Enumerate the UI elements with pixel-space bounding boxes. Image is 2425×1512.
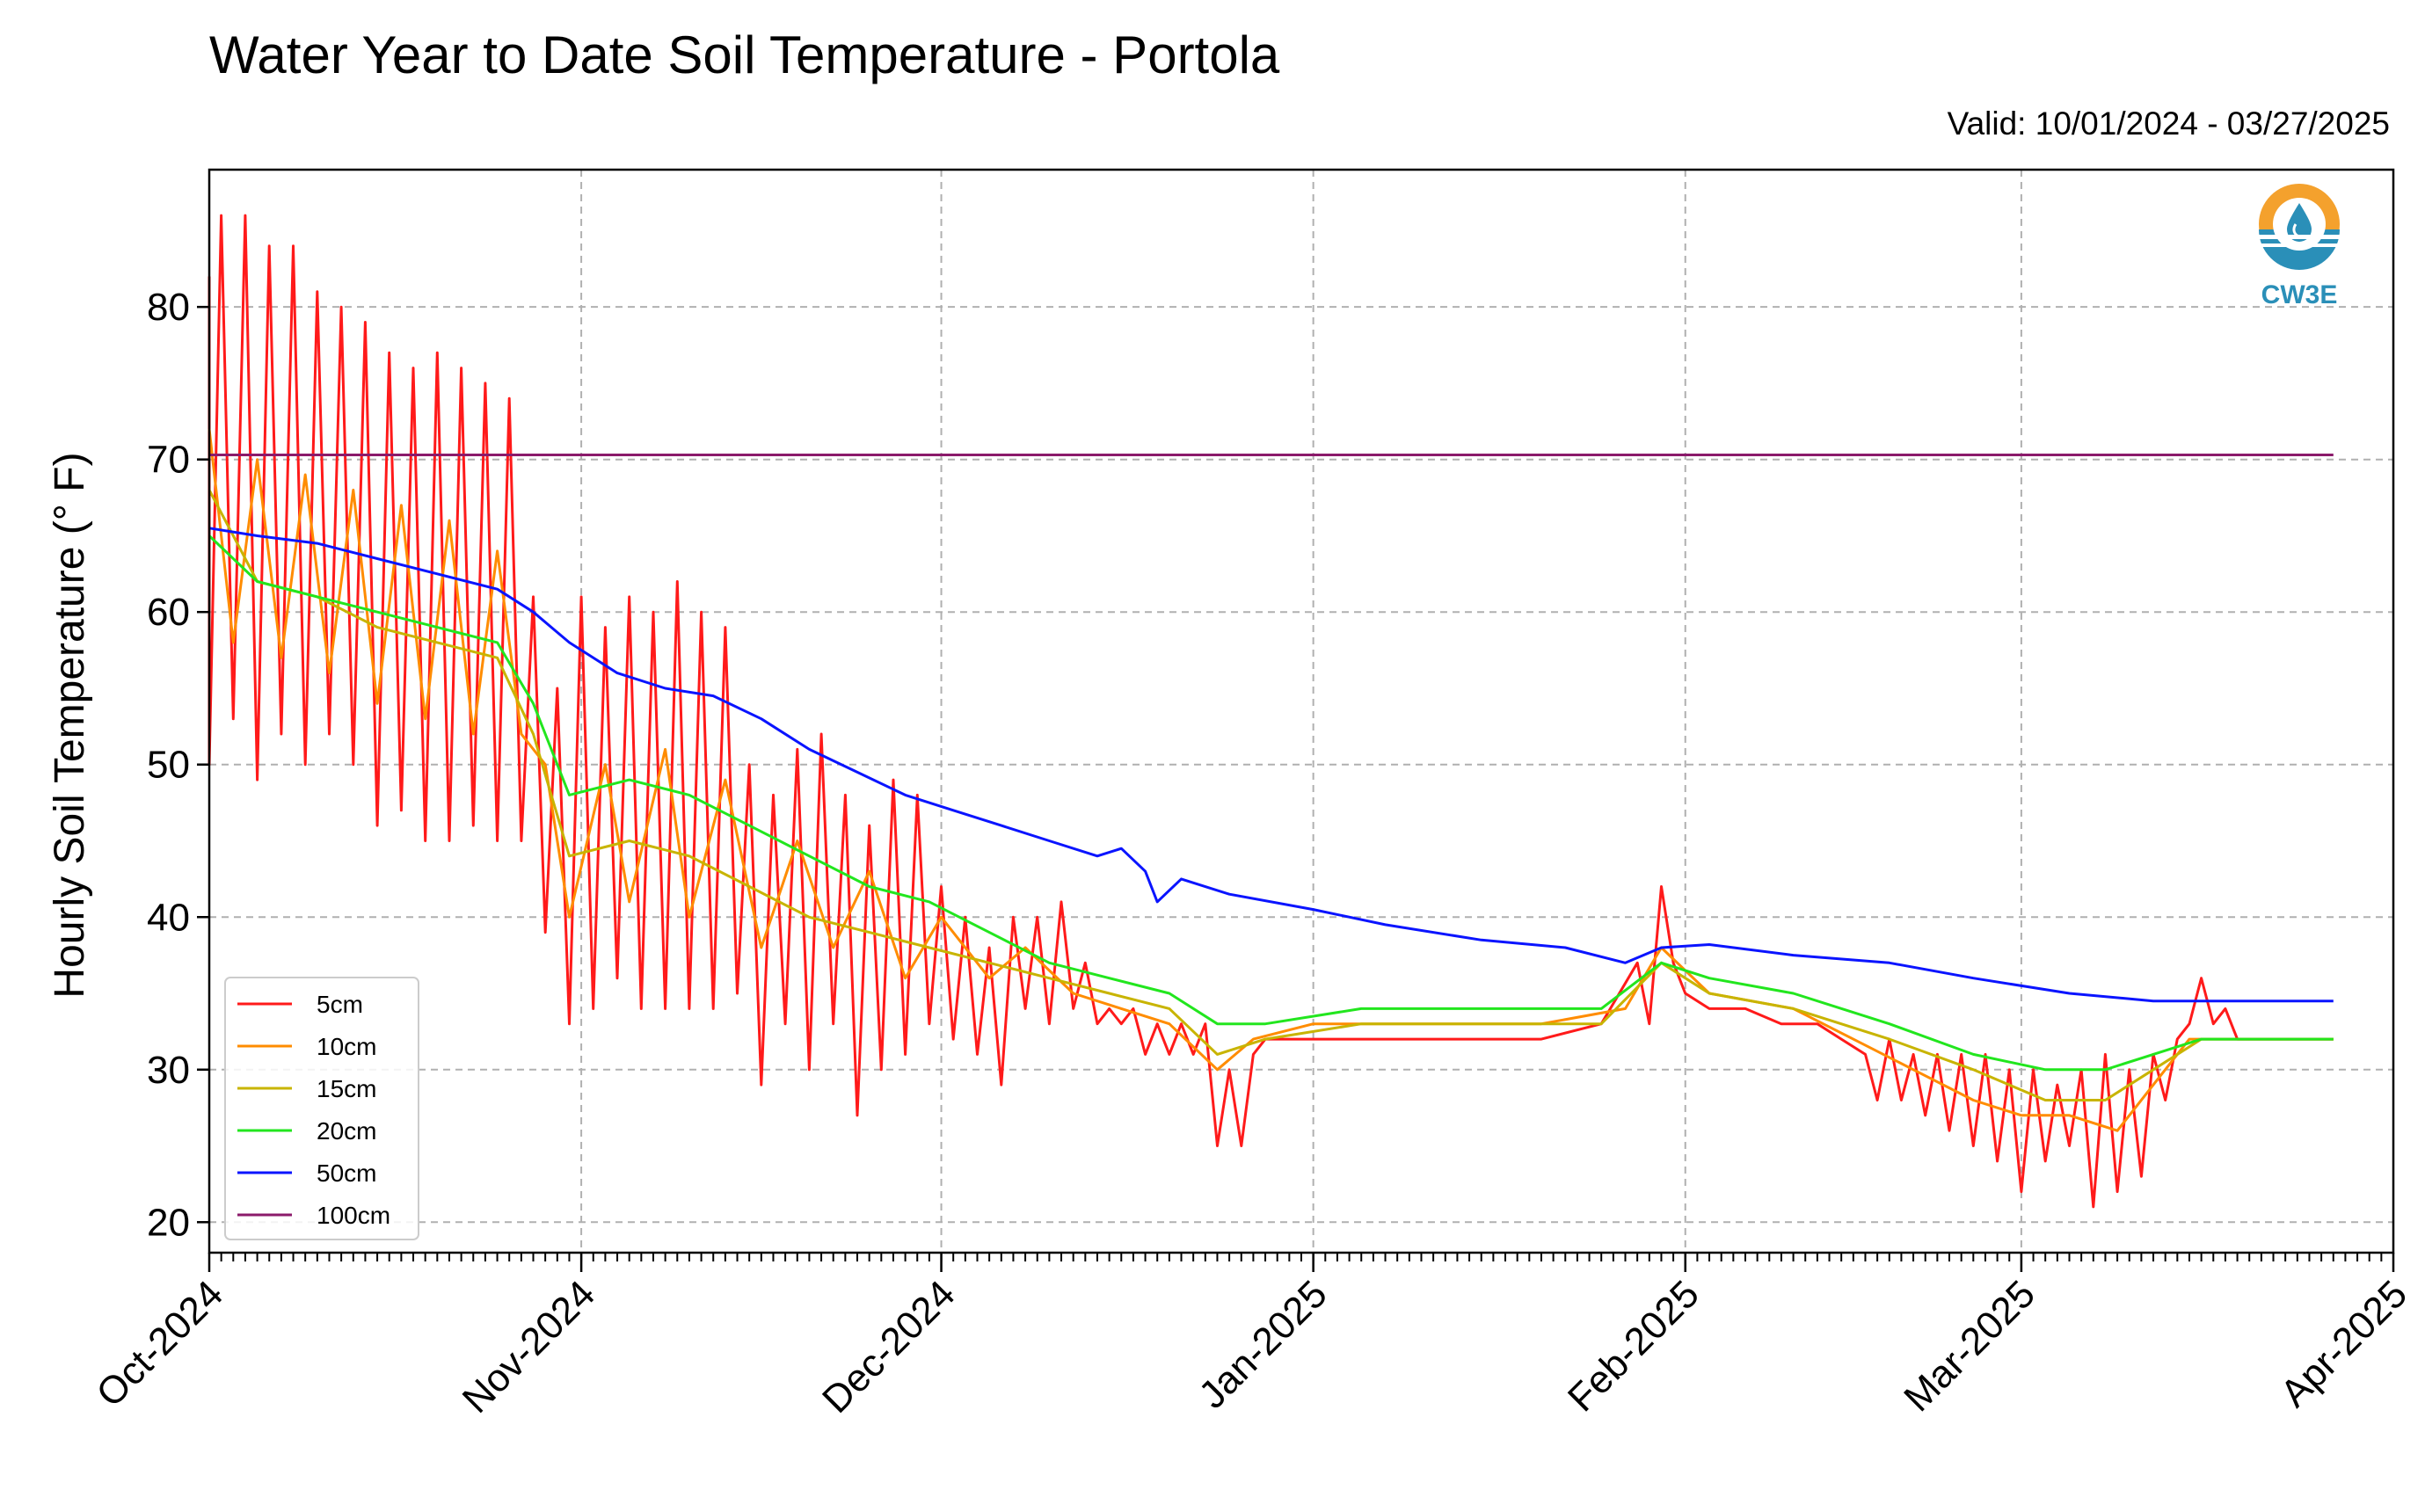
y-axis-label: Hourly Soil Temperature (° F) <box>47 452 93 998</box>
legend: 5cm 10cm 15cm 20cm 50cm 100cm <box>224 977 419 1240</box>
cw3e-water-drop-logo-icon <box>2259 184 2340 270</box>
y-tick-label: 80 <box>147 286 190 329</box>
y-tick-label: 50 <box>147 744 190 787</box>
legend-label-15cm: 15cm <box>317 1075 376 1102</box>
series-line-20cm <box>208 534 2334 1072</box>
cw3e-logo: CW3E <box>2247 180 2352 321</box>
series-line-50cm <box>208 527 2334 1003</box>
x-tick-label: Feb-2025 <box>1560 1272 1708 1420</box>
series-line-5cm <box>208 214 2334 1209</box>
legend-label-5cm: 5cm <box>317 991 363 1018</box>
x-tick-label: Dec-2024 <box>814 1272 964 1421</box>
legend-label-10cm: 10cm <box>317 1033 376 1060</box>
logo-text: CW3E <box>2261 280 2338 309</box>
valid-date-range: Valid: 10/01/2024 - 03/27/2025 <box>1947 105 2390 142</box>
legend-label-20cm: 20cm <box>317 1117 376 1145</box>
y-tick-label: 60 <box>147 591 190 634</box>
y-tick-label: 20 <box>147 1201 190 1244</box>
y-tick-label: 30 <box>147 1049 190 1092</box>
data-series <box>208 214 2334 1209</box>
x-tick-label: Nov-2024 <box>455 1272 604 1421</box>
y-tick-label: 70 <box>147 439 190 482</box>
x-tick-label: Apr-2025 <box>2272 1272 2415 1415</box>
x-tick-label: Oct-2024 <box>88 1272 231 1415</box>
series-line-15cm <box>208 489 2334 1101</box>
legend-label-50cm: 50cm <box>317 1159 376 1187</box>
chart-title: Water Year to Date Soil Temperature - Po… <box>209 25 1280 84</box>
series-line-10cm <box>208 428 2334 1132</box>
legend-label-100cm: 100cm <box>317 1202 390 1229</box>
x-tick-label: Mar-2025 <box>1896 1272 2043 1420</box>
x-tick-label: Jan-2025 <box>1191 1272 1335 1416</box>
y-tick-label: 40 <box>147 896 190 939</box>
